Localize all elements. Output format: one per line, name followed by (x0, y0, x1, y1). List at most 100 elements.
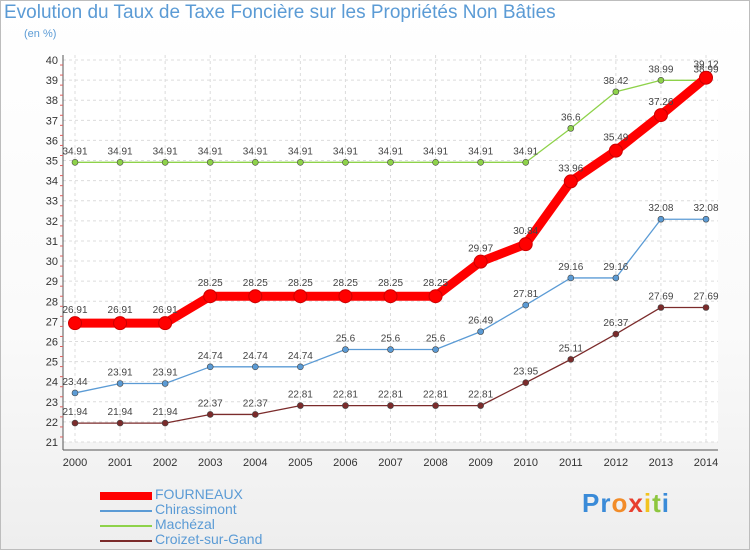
data-label: 32.08 (648, 203, 673, 214)
data-label: 21.94 (62, 407, 87, 418)
data-point (522, 379, 530, 386)
y-tick-label: 29 (46, 276, 58, 288)
data-point (563, 174, 578, 189)
logo-letter: o (611, 488, 629, 518)
data-point (522, 159, 530, 166)
y-tick-label: 31 (46, 236, 58, 248)
data-label: 32.08 (693, 203, 718, 214)
data-label: 27.81 (513, 289, 538, 300)
data-point (387, 402, 394, 409)
data-label: 34.91 (243, 146, 268, 157)
data-label: 26.49 (468, 316, 493, 327)
logo-letter: x (628, 488, 644, 518)
y-tick-label: 36 (46, 135, 58, 147)
y-tick-label: 26 (46, 336, 58, 348)
data-label: 34.91 (333, 146, 358, 157)
data-point (432, 159, 439, 166)
data-label: 34.91 (288, 146, 313, 157)
x-tick-label: 2009 (468, 457, 492, 469)
data-point (342, 159, 349, 166)
data-label: 34.91 (153, 146, 178, 157)
logo-letter: r (600, 488, 612, 518)
y-tick-label: 35 (46, 156, 58, 168)
data-point (161, 159, 169, 166)
data-label: 25.6 (426, 334, 446, 345)
data-label: 22.37 (243, 398, 268, 409)
data-label: 37.26 (648, 97, 673, 108)
logo-letter: P (582, 488, 601, 518)
data-label: 23.95 (513, 367, 538, 378)
legend-label: Machézal (155, 516, 215, 532)
data-point (387, 159, 394, 166)
logo-letter: i (643, 488, 653, 518)
data-label: 28.25 (198, 278, 223, 289)
data-point (338, 289, 353, 304)
data-label: 26.91 (108, 305, 133, 316)
y-tick-label: 37 (46, 115, 58, 127)
data-point (297, 159, 304, 166)
data-label: 23.91 (153, 367, 178, 378)
x-tick-label: 2007 (378, 457, 402, 469)
data-point (387, 346, 394, 353)
x-tick-label: 2014 (694, 457, 718, 469)
data-point (653, 108, 668, 123)
data-point (702, 215, 710, 223)
data-point (612, 330, 620, 338)
data-point (251, 159, 259, 166)
data-point (473, 254, 488, 269)
data-label: 38.42 (603, 76, 628, 87)
y-tick-label: 40 (46, 55, 58, 67)
data-label: 22.37 (198, 398, 223, 409)
data-point (116, 380, 124, 387)
data-point (161, 380, 169, 387)
data-point (567, 356, 575, 363)
data-label: 24.74 (198, 351, 223, 362)
x-tick-label: 2013 (649, 457, 673, 469)
data-point (68, 316, 82, 331)
y-tick-label: 27 (46, 316, 58, 328)
data-label: 30.84 (513, 226, 538, 237)
data-label: 39.12 (693, 60, 718, 71)
data-point (113, 316, 128, 331)
data-label: 34.91 (108, 146, 133, 157)
logo-letter: i (661, 488, 670, 518)
data-label: 29.97 (468, 244, 493, 255)
data-point (248, 289, 263, 304)
x-tick-label: 2012 (604, 457, 628, 469)
data-point (702, 304, 710, 311)
data-point (612, 88, 620, 96)
x-tick-label: 2010 (513, 457, 537, 469)
data-point (206, 363, 214, 371)
x-tick-label: 2000 (63, 457, 87, 469)
x-tick-label: 2003 (198, 457, 222, 469)
data-label: 26.37 (603, 318, 628, 329)
data-point (71, 159, 79, 166)
data-label: 27.69 (648, 291, 673, 302)
data-label: 25.6 (381, 334, 401, 345)
data-label: 26.91 (62, 305, 87, 316)
y-tick-label: 25 (46, 357, 58, 369)
data-label: 22.81 (378, 390, 403, 401)
data-label: 22.81 (468, 390, 493, 401)
data-label: 24.74 (288, 351, 313, 362)
data-point (477, 159, 484, 166)
data-point (567, 125, 575, 132)
data-point (518, 237, 533, 252)
data-label: 34.91 (62, 146, 87, 157)
data-point (657, 215, 665, 223)
data-label: 25.11 (559, 343, 584, 354)
legend-label: Chirassimont (155, 501, 237, 517)
y-axis-unit: (en %) (24, 28, 57, 40)
data-label: 36.6 (561, 112, 581, 123)
data-label: 22.81 (288, 390, 313, 401)
legend-swatch (100, 540, 152, 542)
data-point (522, 301, 530, 309)
data-label: 23.44 (62, 377, 87, 388)
data-label: 26.91 (153, 305, 178, 316)
data-label: 33.96 (558, 163, 583, 174)
data-point (612, 274, 620, 282)
data-point (432, 346, 439, 353)
data-point (477, 328, 484, 335)
data-label: 28.25 (288, 278, 313, 289)
